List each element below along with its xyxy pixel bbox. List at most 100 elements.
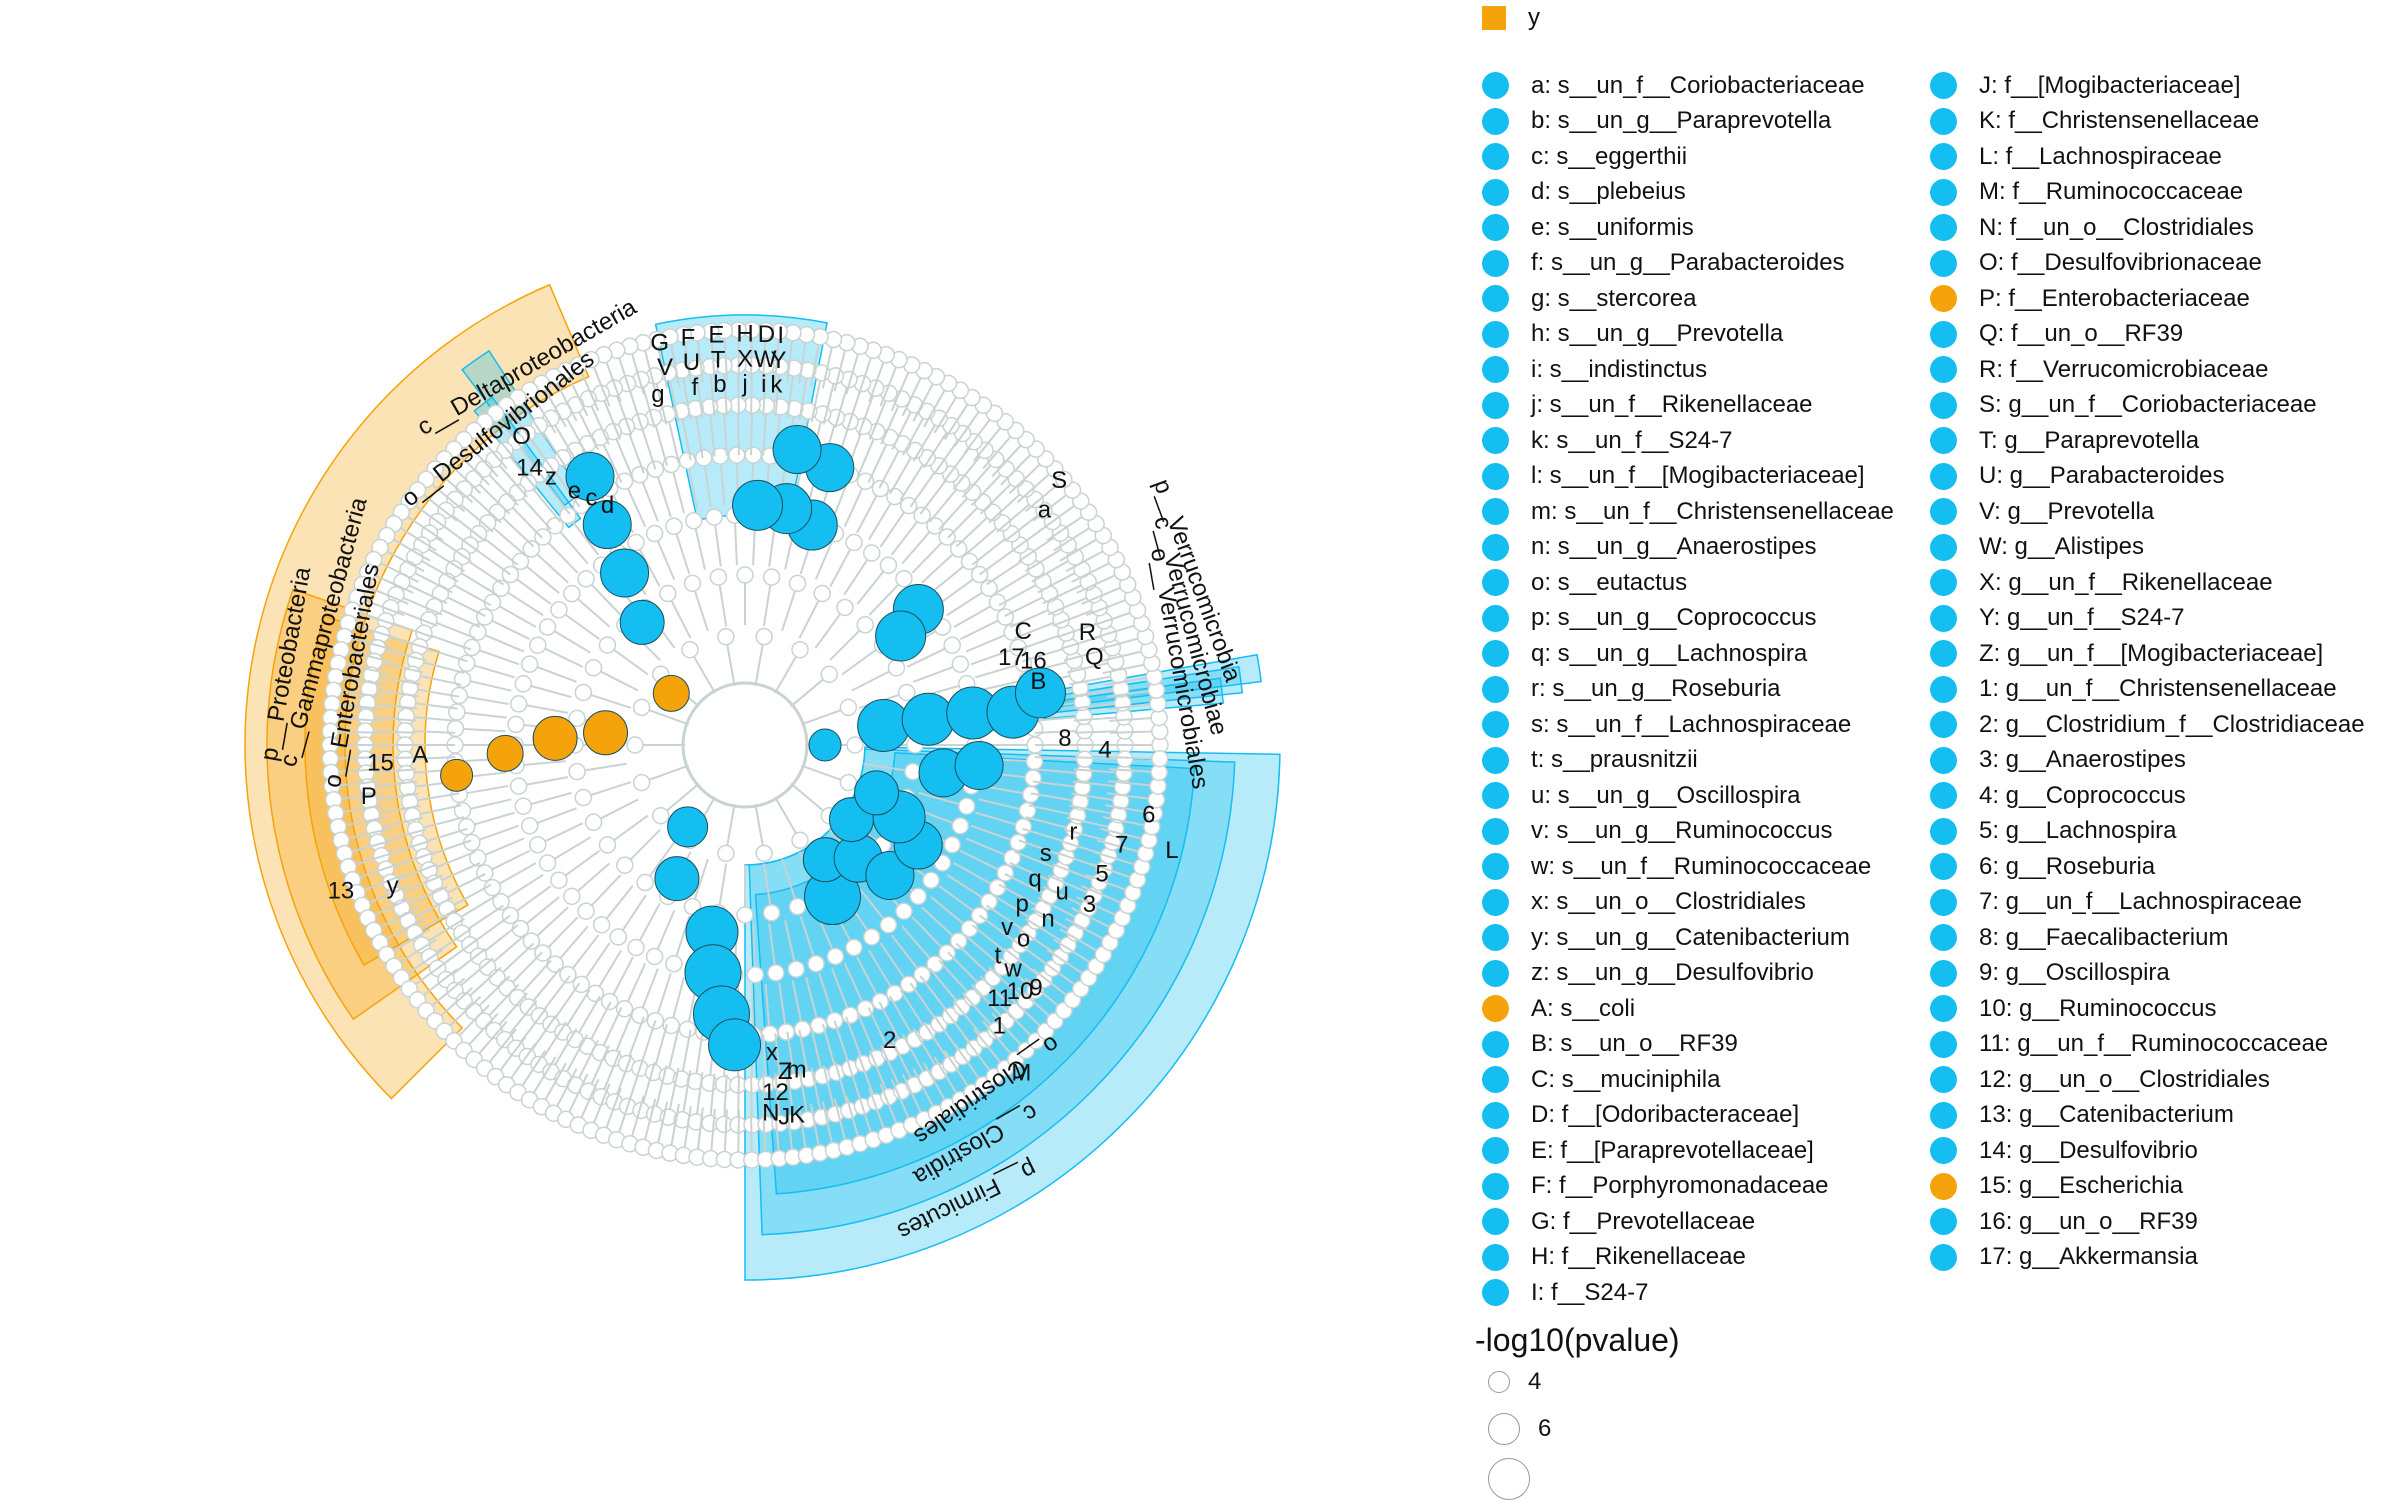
legend-entry-label: 15: g__Escherichia (1979, 1172, 2184, 1200)
tree-node (909, 887, 927, 906)
legend-entry: 14: g__Desulfovibrio (1930, 1133, 2365, 1169)
legend-entry-label: f: s__un_g__Parabacteroides (1531, 249, 1845, 277)
tree-node (584, 659, 603, 677)
tree-node (717, 844, 735, 863)
legend-entry: e: s__uniformis (1482, 210, 1894, 246)
legend-entry-label: q: s__un_g__Lachnospira (1531, 639, 1808, 667)
size-legend-item: 6 (1488, 1413, 1551, 1445)
legend-dot (1930, 1172, 1957, 1200)
legend-dot (1930, 498, 1957, 526)
legend-entry-label: 14: g__Desulfovibrio (1979, 1136, 2198, 1164)
legend-entry: T: g__Paraprevotella (1930, 423, 2365, 459)
legend-dot (1930, 746, 1957, 774)
tree-node (904, 762, 922, 781)
letter-label: 9 (1029, 975, 1042, 1002)
letter-label: U (683, 349, 700, 376)
letter-label: L (1165, 837, 1178, 864)
legend-dot (1930, 1030, 1957, 1058)
tree-node (1075, 750, 1094, 768)
legend-dot (1482, 178, 1509, 206)
legend-entry-label: h: s__un_g__Prevotella (1531, 320, 1784, 348)
tree-node (1151, 749, 1169, 768)
tree-node (862, 544, 881, 562)
tree-node (632, 773, 651, 792)
tree-node (949, 540, 968, 558)
letter-label: v (1001, 914, 1013, 941)
legend-entry-label: d: s__plebeius (1531, 178, 1686, 206)
legend-entry: i: s__indistinctus (1482, 352, 1894, 388)
legend-dot (1930, 1066, 1957, 1094)
tree-node (791, 640, 809, 659)
legend-dot (1482, 1101, 1509, 1129)
legend-entry-label: F: f__Porphyromonadaceae (1531, 1172, 1829, 1200)
tree-node (448, 703, 466, 721)
letter-label: 8 (1058, 725, 1071, 752)
legend-dot (1930, 1101, 1957, 1129)
legend-dot (1482, 924, 1509, 952)
letter-label: w (1003, 955, 1022, 982)
tree-node (550, 601, 568, 619)
legend-dot (1482, 143, 1509, 171)
tree-node (1014, 817, 1033, 836)
legend-entry-label: I: f__S24-7 (1531, 1278, 1649, 1306)
legend-entry-label: C: s__muciniphila (1531, 1065, 1721, 1093)
tree-node (520, 817, 539, 835)
tree-node (856, 472, 875, 490)
legend-dot (1930, 959, 1957, 987)
tree-node (453, 801, 472, 820)
tree-node (572, 975, 591, 994)
legend-dot (1482, 1279, 1509, 1307)
legend-dot (1930, 214, 1957, 242)
tree-node (709, 568, 728, 586)
legend-dot (1482, 285, 1509, 313)
size-legend-circle (1488, 1413, 1520, 1445)
tree-node (694, 449, 713, 467)
legend-entry: 3: g__Anaerostipes (1930, 743, 2365, 779)
legend-column-right: J: f__[Mogibacteriaceae] K: f__Christense… (1930, 68, 2365, 1275)
legend-dot (1482, 320, 1509, 348)
legend-dot (1930, 569, 1957, 597)
legend-entry-label: e: s__uniformis (1531, 213, 1694, 241)
cladogram-node (654, 856, 700, 902)
legend-entry: L: f__Lachnospiraceae (1930, 139, 2365, 175)
legend-entry-label: a: s__un_f__Coriobacteriaceae (1531, 71, 1865, 99)
legend-dot (1482, 888, 1509, 916)
tree-node (598, 636, 617, 654)
tree-node (615, 472, 634, 490)
legend-dot (1930, 462, 1957, 490)
letter-label: k (770, 372, 783, 399)
legend-entry-label: N: f__un_o__Clostridiales (1979, 213, 2254, 241)
legend-entry-label: w: s__un_f__Ruminococcaceae (1531, 852, 1872, 880)
legend-entry: 12: g__un_o__Clostridiales (1930, 1062, 2365, 1098)
tree-node (678, 452, 697, 470)
tree-node (899, 496, 918, 515)
cladogram-node (865, 850, 915, 900)
letter-label: q (1028, 866, 1041, 893)
cladogram-node (619, 599, 665, 645)
tree-node (627, 938, 645, 957)
legend-entry-label: 3: g__Anaerostipes (1979, 746, 2186, 774)
tree-node (826, 947, 845, 966)
legend-dot (1482, 427, 1509, 455)
legend-dot (1930, 143, 1957, 171)
tree-node (862, 928, 881, 946)
legend-entry-label: E: f__[Paraprevotellaceae] (1531, 1136, 1814, 1164)
tree-node (683, 574, 702, 593)
letter-label: S (1051, 467, 1067, 494)
cladogram-node (440, 758, 474, 792)
legend-column-left: a: s__un_f__Coriobacteriaceae b: s__un_g_… (1482, 68, 1894, 1311)
legend-entry: G: f__Prevotellaceae (1482, 1204, 1894, 1240)
legend-entry-label: 16: g__un_o__RF39 (1979, 1207, 2198, 1235)
tree-node (457, 817, 476, 836)
letter-label: 17 (998, 644, 1025, 671)
letter-label: 4 (1098, 737, 1111, 764)
legend-entry: k: s__un_f__S24-7 (1482, 423, 1894, 459)
legend-dot (1482, 214, 1509, 242)
legend-entry: b: s__un_g__Paraprevotella (1482, 104, 1894, 140)
tree-node (736, 566, 754, 584)
legend-entry-label: j: s__un_f__Rikenellaceae (1531, 391, 1813, 419)
legend-entry-label: 2: g__Clostridium_f__Clostridiaceae (1979, 710, 2365, 738)
legend-entry-label: g: s__stercorea (1531, 284, 1697, 312)
cladogram-node (652, 674, 690, 712)
legend-dot (1482, 356, 1509, 384)
